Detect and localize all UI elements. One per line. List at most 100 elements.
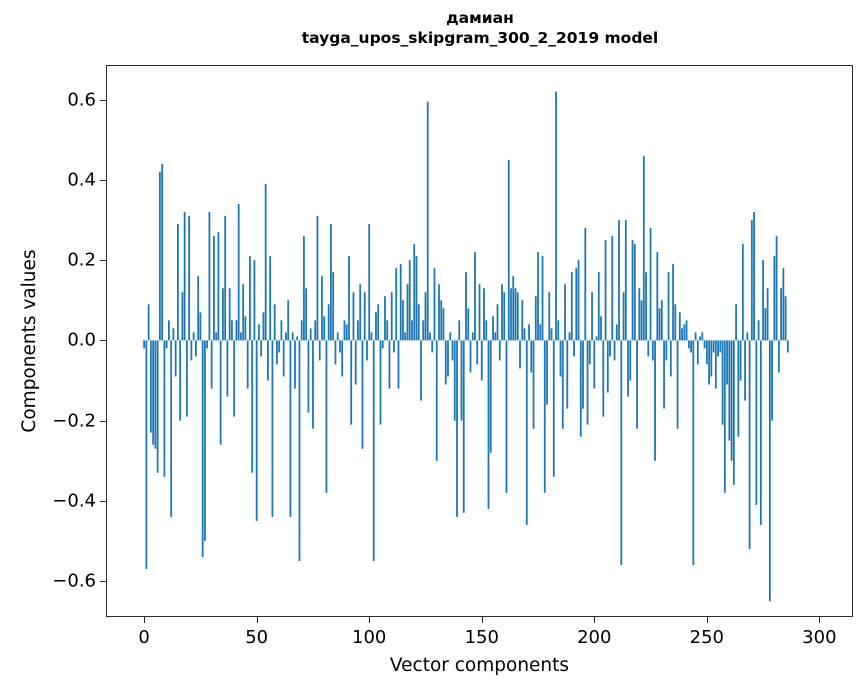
- bar: [440, 300, 443, 341]
- bar: [575, 268, 578, 341]
- bar: [280, 320, 283, 341]
- bar: [332, 272, 335, 341]
- bar: [156, 340, 159, 473]
- x-tick-mark: [144, 616, 146, 623]
- bar: [730, 340, 733, 461]
- bar: [255, 340, 258, 521]
- bar: [393, 340, 395, 353]
- bar: [498, 340, 501, 361]
- bar: [629, 340, 632, 381]
- bar: [620, 340, 623, 566]
- x-tick-label: 100: [352, 627, 387, 648]
- bar: [467, 308, 470, 341]
- bar: [417, 304, 420, 341]
- bar: [523, 328, 526, 341]
- bar: [723, 340, 726, 493]
- bar: [372, 340, 375, 562]
- x-tick-label: 0: [138, 627, 150, 648]
- bar: [663, 340, 665, 409]
- bar: [728, 340, 731, 441]
- bar: [384, 296, 386, 341]
- y-tick-label: −0.2: [52, 410, 96, 432]
- bar: [543, 340, 546, 493]
- bar: [660, 300, 663, 341]
- bar: [485, 320, 488, 341]
- bar: [591, 292, 593, 341]
- bar: [584, 228, 587, 341]
- bar: [179, 340, 182, 421]
- bar: [433, 268, 436, 341]
- bar: [690, 340, 692, 353]
- bar: [411, 320, 413, 341]
- bar: [759, 340, 762, 525]
- bar: [534, 296, 537, 341]
- bar: [375, 312, 377, 341]
- bar: [154, 340, 157, 449]
- bar: [321, 276, 323, 341]
- bar: [559, 340, 562, 377]
- bar: [712, 340, 715, 353]
- bar: [483, 288, 485, 341]
- bar: [692, 340, 695, 566]
- bar: [489, 340, 492, 453]
- bar: [271, 340, 274, 517]
- bar: [516, 292, 519, 341]
- bar: [366, 340, 368, 361]
- bar: [701, 332, 704, 341]
- bar: [447, 340, 449, 377]
- bar: [359, 284, 362, 341]
- bar: [201, 340, 204, 558]
- bar: [228, 288, 231, 341]
- bar: [507, 159, 510, 341]
- bar: [764, 308, 767, 341]
- bar: [152, 340, 155, 445]
- bar: [525, 340, 528, 525]
- bar: [442, 308, 445, 341]
- bar: [552, 340, 555, 477]
- bar: [631, 240, 634, 341]
- bar: [438, 284, 440, 341]
- bar: [345, 324, 348, 341]
- bar: [496, 304, 499, 341]
- bar: [613, 340, 616, 361]
- bar: [732, 340, 735, 485]
- y-tick-mark: [100, 420, 107, 422]
- bar: [397, 340, 400, 389]
- bar: [300, 320, 303, 341]
- bar: [269, 256, 272, 341]
- y-tick-mark: [100, 99, 107, 101]
- bar: [303, 236, 305, 341]
- bar: [492, 316, 494, 341]
- bar: [622, 292, 625, 341]
- bar: [370, 332, 373, 341]
- bar: [170, 340, 173, 517]
- bar: [422, 320, 425, 341]
- bar: [514, 288, 517, 341]
- bar: [213, 236, 215, 341]
- bar: [537, 252, 539, 341]
- bar: [654, 340, 656, 461]
- x-tick-label: 150: [464, 627, 499, 648]
- bar: [746, 332, 749, 341]
- bar: [204, 340, 206, 541]
- x-tick-mark: [594, 616, 596, 623]
- y-tick-label: −0.4: [52, 490, 96, 512]
- bar: [687, 340, 690, 349]
- bar: [678, 312, 681, 341]
- bar: [685, 320, 688, 341]
- bar: [561, 340, 564, 429]
- bar: [568, 332, 571, 341]
- bar: [424, 292, 427, 341]
- bar: [588, 340, 591, 365]
- bar: [357, 320, 359, 341]
- bar: [512, 276, 515, 341]
- bar: [705, 340, 708, 365]
- y-tick-label: 0.2: [67, 249, 96, 271]
- bar: [251, 340, 254, 473]
- bar: [206, 340, 209, 349]
- bar: [573, 340, 575, 357]
- bar: [267, 340, 269, 381]
- bar: [188, 216, 191, 341]
- bar: [199, 312, 202, 341]
- bar: [249, 256, 251, 341]
